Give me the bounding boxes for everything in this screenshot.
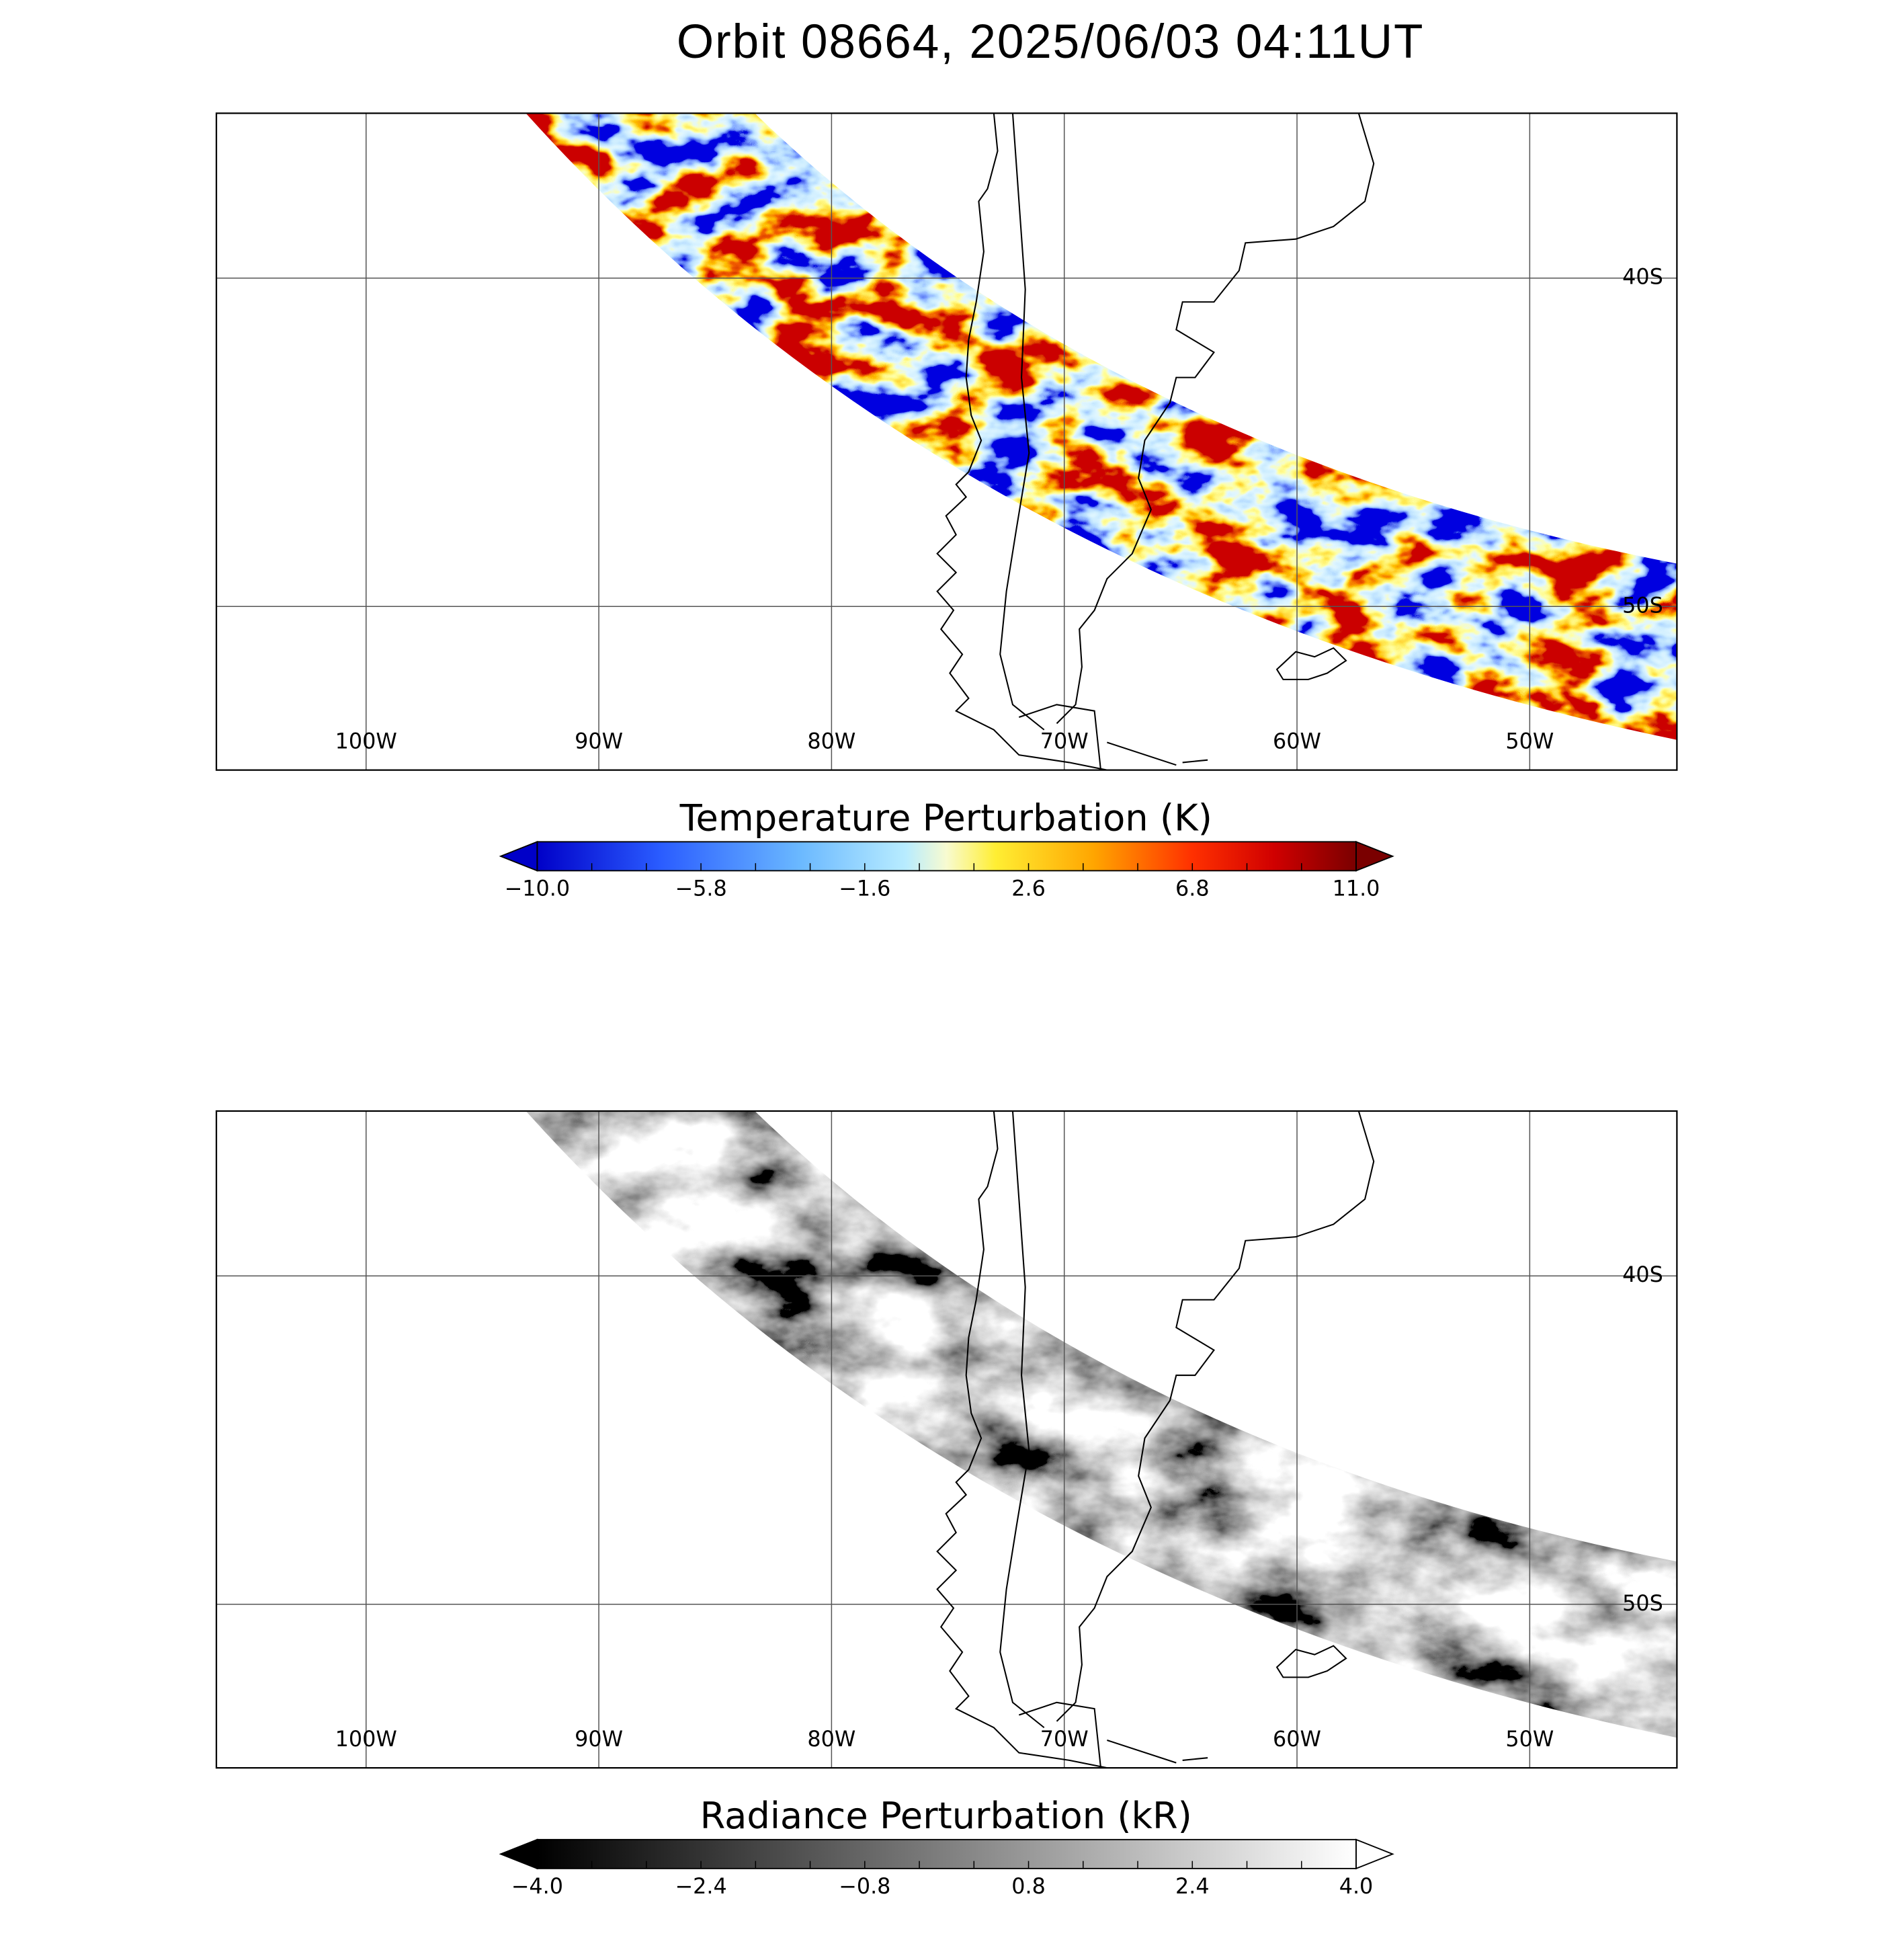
lon-label: 90W: [575, 728, 623, 753]
map-frame: [215, 112, 1678, 771]
colorbar-tick-label: −0.8: [839, 1873, 890, 1899]
lon-label: 50W: [1505, 1726, 1554, 1752]
lon-label: 80W: [807, 728, 855, 753]
colorbar-tick-label: 2.6: [1011, 876, 1046, 901]
lon-label: 70W: [1040, 728, 1089, 753]
colorbar-arrow-low: [499, 840, 538, 872]
coastline: [999, 113, 1045, 731]
lon-label: 60W: [1273, 728, 1321, 753]
coastline: [936, 1110, 1107, 1768]
colorbar-tick-label: −4.0: [511, 1873, 563, 1899]
map-frame: [215, 1110, 1678, 1769]
colorbar-tick-label: 11.0: [1333, 876, 1380, 901]
lat-label: 40S: [1622, 1262, 1663, 1287]
lat-label: 50S: [1622, 1590, 1663, 1616]
grid: [216, 113, 1677, 770]
grid: [216, 1110, 1677, 1768]
colorbar-tick-label: 2.4: [1175, 1873, 1210, 1899]
colorbar-tick-label: −5.8: [675, 876, 726, 901]
figure-title: Orbit 08664, 2025/06/03 04:11UT: [677, 15, 1424, 69]
colorbar-arrow-high: [1355, 840, 1394, 872]
coastline: [1275, 647, 1347, 680]
coastline: [1018, 1701, 1208, 1768]
colorbar-tick-label: 6.8: [1175, 876, 1210, 901]
colorbar: [536, 841, 1357, 872]
colorbar-arrow-high: [1355, 1838, 1394, 1870]
coastline: [1018, 704, 1208, 770]
lat-label: 40S: [1622, 264, 1663, 290]
colorbar-tick-label: −10.0: [505, 876, 571, 901]
colorbar-title: Temperature Perturbation (K): [679, 797, 1212, 840]
colorbar-tick-label: 4.0: [1339, 1873, 1374, 1899]
lon-label: 60W: [1273, 1726, 1321, 1752]
lon-label: 100W: [335, 1726, 397, 1752]
lat-label: 50S: [1622, 592, 1663, 618]
coastlines: [936, 1110, 1375, 1768]
colorbar-tick-label: −2.4: [675, 1873, 726, 1899]
lon-label: 100W: [335, 728, 397, 753]
coastline: [999, 1110, 1045, 1729]
map-panel: 100W 90W 80W 70W 60W 50W 40S 50S Radiance Pertur…: [215, 1110, 1678, 1899]
coastline: [1056, 113, 1375, 725]
colorbar-arrow-low: [499, 1838, 538, 1870]
lon-label: 80W: [807, 1726, 855, 1752]
lon-label: 70W: [1040, 1726, 1089, 1752]
colorbar: [536, 1838, 1357, 1869]
lon-label: 90W: [575, 1726, 623, 1752]
coastline: [936, 113, 1107, 770]
colorbar-title: Radiance Perturbation (kR): [700, 1795, 1192, 1837]
coastline: [1056, 1110, 1375, 1722]
coastline: [1275, 1645, 1347, 1678]
map-panel: 100W 90W 80W 70W 60W 50W 40S 50S Temperature Per…: [215, 112, 1678, 901]
lon-label: 50W: [1505, 728, 1554, 753]
colorbar-tick-label: 0.8: [1011, 1873, 1046, 1899]
colorbar-tick-label: −1.6: [839, 876, 890, 901]
coastlines: [936, 113, 1375, 770]
